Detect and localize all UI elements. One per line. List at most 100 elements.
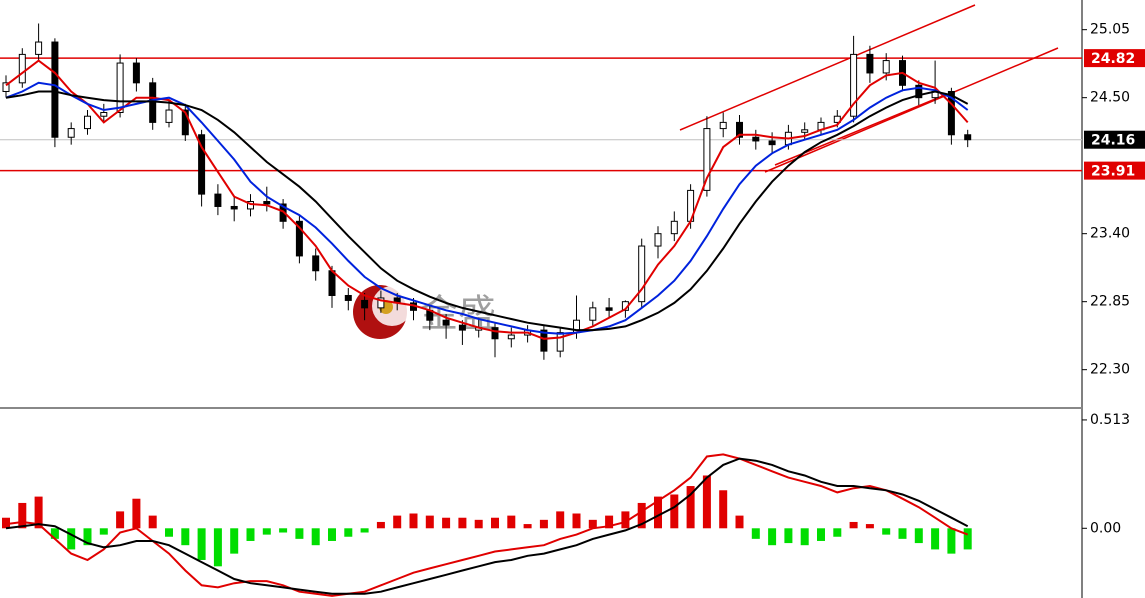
macd-bar xyxy=(311,528,320,546)
candle-body xyxy=(947,90,955,136)
candle-body xyxy=(801,129,809,133)
macd-bar xyxy=(181,528,190,546)
price-label-box xyxy=(1084,49,1145,68)
candle-body xyxy=(312,255,320,272)
candle-body xyxy=(589,307,597,321)
price-label: 23.91 xyxy=(1091,164,1135,180)
macd-bar xyxy=(18,502,27,529)
macd-bar xyxy=(83,528,92,546)
macd-bar xyxy=(360,528,369,533)
y-tick-label: 0.513 xyxy=(1090,412,1130,428)
macd-bar xyxy=(197,528,206,560)
macd-bar xyxy=(654,496,662,529)
macd-bar xyxy=(50,528,59,539)
macd-bar xyxy=(556,511,565,529)
macd-bar xyxy=(2,517,10,529)
macd-bar xyxy=(849,521,858,529)
macd-bar xyxy=(882,528,891,535)
candle-body xyxy=(230,205,238,210)
watermark: 金盛 xyxy=(353,285,496,339)
macd-bar xyxy=(914,528,923,544)
candle-body xyxy=(670,220,678,235)
macd-bar xyxy=(246,528,255,541)
candle-body xyxy=(247,201,254,210)
macd-bar xyxy=(702,475,711,529)
macd-bar xyxy=(148,515,157,529)
candle-body xyxy=(116,62,124,114)
macd-bar xyxy=(605,515,614,529)
macd-bar xyxy=(442,517,451,529)
y-tick-label: 24.50 xyxy=(1090,90,1130,106)
macd-bar xyxy=(393,515,402,529)
candle-body xyxy=(214,193,222,207)
macd-bar xyxy=(539,519,548,529)
macd-bar xyxy=(230,528,239,554)
macd-bar xyxy=(474,519,483,529)
candle-body xyxy=(344,294,352,301)
candle-body xyxy=(833,115,841,123)
trend-line xyxy=(679,4,976,131)
candle-body xyxy=(100,112,108,117)
y-tick-label: 23.40 xyxy=(1090,226,1130,242)
candle-body xyxy=(361,299,369,309)
candle-body xyxy=(638,245,646,303)
price-label: 24.16 xyxy=(1091,133,1135,149)
candle-body xyxy=(181,109,189,136)
candle-body xyxy=(507,334,515,340)
candle-body xyxy=(18,53,26,84)
candle-body xyxy=(654,233,662,247)
macd-bar xyxy=(588,519,597,529)
macd-bar xyxy=(99,528,108,535)
macd-bar xyxy=(572,513,581,529)
candle-body xyxy=(51,41,59,138)
candle-body xyxy=(377,297,385,309)
macd-bar xyxy=(328,528,336,541)
candle-body xyxy=(198,134,206,195)
macd-bar xyxy=(784,528,793,544)
macd-bar xyxy=(865,524,874,529)
candle-body xyxy=(768,140,776,146)
candle-body xyxy=(850,53,858,117)
y-tick-label: 25.05 xyxy=(1090,22,1130,38)
candle-body xyxy=(132,62,140,84)
candle-body xyxy=(964,134,972,141)
candle-body xyxy=(149,82,157,123)
candle-body xyxy=(866,53,874,74)
candle-body xyxy=(165,109,173,123)
macd-bar xyxy=(800,528,809,546)
macd-bar xyxy=(262,528,271,535)
candle-body xyxy=(752,136,760,142)
macd-bar xyxy=(67,528,76,550)
y-tick-label: 22.85 xyxy=(1090,294,1130,310)
price-label: 24.82 xyxy=(1091,51,1135,67)
line-series xyxy=(5,453,969,597)
macd-bar xyxy=(719,490,728,529)
line-series xyxy=(5,81,969,335)
macd-bar xyxy=(963,528,972,550)
macd-bar xyxy=(523,524,532,529)
y-tick-label: 22.30 xyxy=(1090,362,1130,378)
line-series xyxy=(5,90,969,332)
candle-body xyxy=(84,115,91,130)
macd-bar xyxy=(686,486,695,529)
macd-bar xyxy=(947,528,956,554)
candle-body xyxy=(540,329,548,352)
macd-bar xyxy=(621,511,630,529)
candle-body xyxy=(915,84,923,99)
macd-bar xyxy=(670,494,679,529)
candle-body xyxy=(67,128,75,138)
candle-body xyxy=(605,307,613,311)
trend-line xyxy=(764,47,1059,173)
macd-bar xyxy=(833,528,842,537)
macd-bar xyxy=(425,515,434,529)
candle-body xyxy=(882,60,890,74)
candle-body xyxy=(328,270,336,296)
candle-body xyxy=(458,324,466,331)
macd-bar xyxy=(735,515,744,529)
candle-body xyxy=(556,332,564,352)
macd-bar xyxy=(279,528,288,533)
macd-bar xyxy=(132,498,141,529)
line-series xyxy=(5,59,969,340)
